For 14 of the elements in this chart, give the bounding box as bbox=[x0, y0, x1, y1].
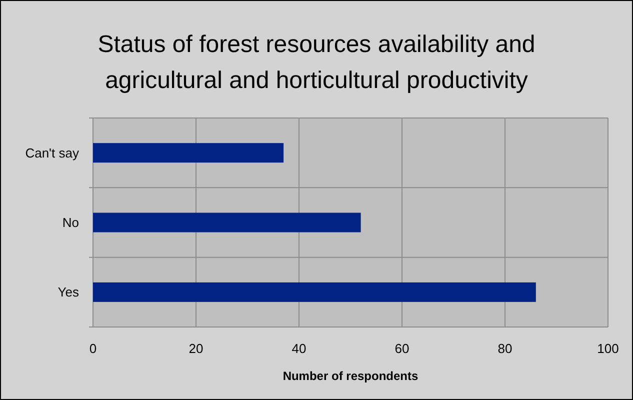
bar bbox=[93, 212, 361, 232]
x-axis-title: Number of respondents bbox=[282, 369, 418, 383]
y-tick-label: Yes bbox=[58, 284, 80, 300]
x-tick-label: 60 bbox=[394, 341, 410, 356]
x-tick-label: 20 bbox=[188, 341, 204, 356]
bar bbox=[93, 282, 536, 302]
y-tick-label: Can't say bbox=[25, 145, 80, 160]
y-tick-label: No bbox=[62, 215, 79, 230]
x-tick-label: 80 bbox=[498, 341, 512, 356]
x-tick-label: 40 bbox=[292, 341, 306, 356]
chart-title: Status of forest resources availability and agricultural and horticultural productivity bbox=[98, 31, 536, 94]
x-tick-label: 100 bbox=[597, 341, 619, 356]
x-tick-label: 0 bbox=[89, 341, 97, 356]
bar bbox=[93, 143, 284, 163]
